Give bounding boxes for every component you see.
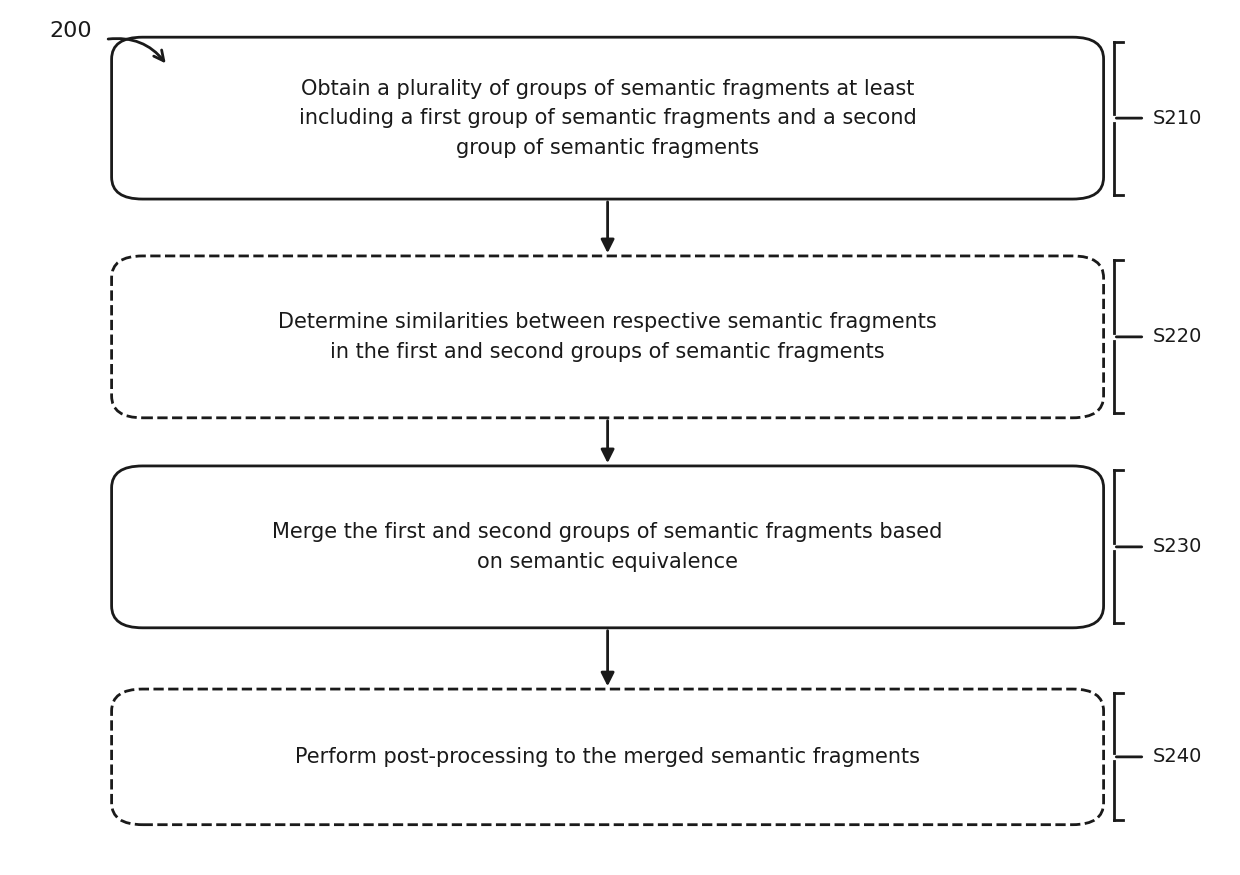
Text: S210: S210 [1153,108,1203,128]
FancyBboxPatch shape [112,690,1104,824]
Text: 200: 200 [50,21,92,40]
FancyBboxPatch shape [112,255,1104,418]
Text: S240: S240 [1153,747,1203,766]
Text: S230: S230 [1153,537,1203,556]
FancyBboxPatch shape [112,37,1104,199]
Text: Merge the first and second groups of semantic fragments based
on semantic equiva: Merge the first and second groups of sem… [273,522,942,571]
Text: Perform post-processing to the merged semantic fragments: Perform post-processing to the merged se… [295,747,920,766]
Text: Determine similarities between respective semantic fragments
in the first and se: Determine similarities between respectiv… [278,312,937,361]
Text: Obtain a plurality of groups of semantic fragments at least
including a first gr: Obtain a plurality of groups of semantic… [299,79,916,158]
Text: S220: S220 [1153,327,1203,346]
FancyBboxPatch shape [112,466,1104,628]
